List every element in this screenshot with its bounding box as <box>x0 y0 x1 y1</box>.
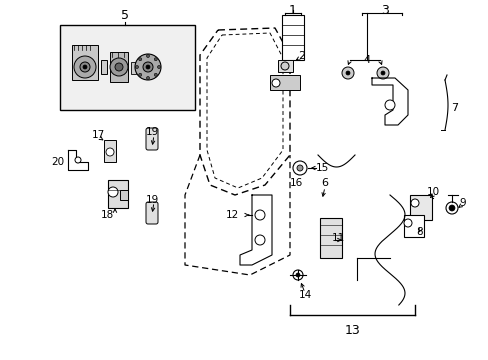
Text: 14: 14 <box>298 290 311 300</box>
Text: 15: 15 <box>315 163 328 173</box>
Text: 17: 17 <box>91 130 104 140</box>
Circle shape <box>271 79 280 87</box>
Text: 18: 18 <box>100 210 113 220</box>
Circle shape <box>142 62 153 72</box>
Circle shape <box>154 73 157 76</box>
Circle shape <box>346 71 349 75</box>
Circle shape <box>448 205 454 211</box>
Circle shape <box>254 235 264 245</box>
Text: 12: 12 <box>225 210 238 220</box>
Bar <box>278 60 292 72</box>
Bar <box>282 15 304 60</box>
Text: 20: 20 <box>51 157 64 167</box>
Bar <box>120 190 128 200</box>
Circle shape <box>115 63 123 71</box>
Text: 10: 10 <box>426 187 439 197</box>
Circle shape <box>410 199 418 207</box>
Text: 6: 6 <box>321 178 328 188</box>
Circle shape <box>74 56 96 78</box>
Circle shape <box>376 67 388 79</box>
Circle shape <box>135 54 161 80</box>
Text: 2: 2 <box>298 51 305 61</box>
Bar <box>319 218 341 258</box>
Text: 13: 13 <box>345 324 360 337</box>
Text: 5: 5 <box>121 9 129 22</box>
Text: 11: 11 <box>331 233 344 243</box>
Circle shape <box>146 54 149 58</box>
Bar <box>72 45 98 80</box>
Circle shape <box>292 161 306 175</box>
Circle shape <box>110 58 128 76</box>
Circle shape <box>154 58 157 61</box>
Circle shape <box>341 67 353 79</box>
Bar <box>108 180 128 208</box>
Circle shape <box>80 62 90 72</box>
Circle shape <box>106 148 114 156</box>
Text: 19: 19 <box>145 195 158 205</box>
Circle shape <box>75 157 81 163</box>
Text: 7: 7 <box>450 103 458 113</box>
Circle shape <box>292 270 303 280</box>
Circle shape <box>380 71 384 75</box>
Bar <box>403 215 423 237</box>
Text: 1: 1 <box>288 4 296 17</box>
Circle shape <box>135 66 138 68</box>
Circle shape <box>445 202 457 214</box>
Circle shape <box>146 65 150 69</box>
Bar <box>269 75 299 90</box>
FancyBboxPatch shape <box>146 202 158 224</box>
Circle shape <box>108 187 118 197</box>
Bar <box>104 140 116 162</box>
Circle shape <box>295 273 299 277</box>
Bar <box>131 62 136 74</box>
Text: 19: 19 <box>145 127 158 137</box>
Text: 3: 3 <box>380 4 388 17</box>
Circle shape <box>157 66 160 68</box>
Circle shape <box>146 77 149 80</box>
Circle shape <box>384 100 394 110</box>
Circle shape <box>403 219 411 227</box>
Bar <box>60 25 195 110</box>
Text: 16: 16 <box>289 178 302 188</box>
FancyBboxPatch shape <box>146 128 158 150</box>
Circle shape <box>139 58 142 61</box>
Circle shape <box>296 165 303 171</box>
Bar <box>409 195 431 220</box>
Text: 9: 9 <box>459 198 466 208</box>
Circle shape <box>254 210 264 220</box>
Text: 8: 8 <box>416 227 423 237</box>
Circle shape <box>83 65 87 69</box>
Bar <box>101 60 107 74</box>
Circle shape <box>281 62 288 70</box>
Circle shape <box>139 73 142 76</box>
Text: 4: 4 <box>363 55 370 65</box>
Bar <box>110 52 128 82</box>
